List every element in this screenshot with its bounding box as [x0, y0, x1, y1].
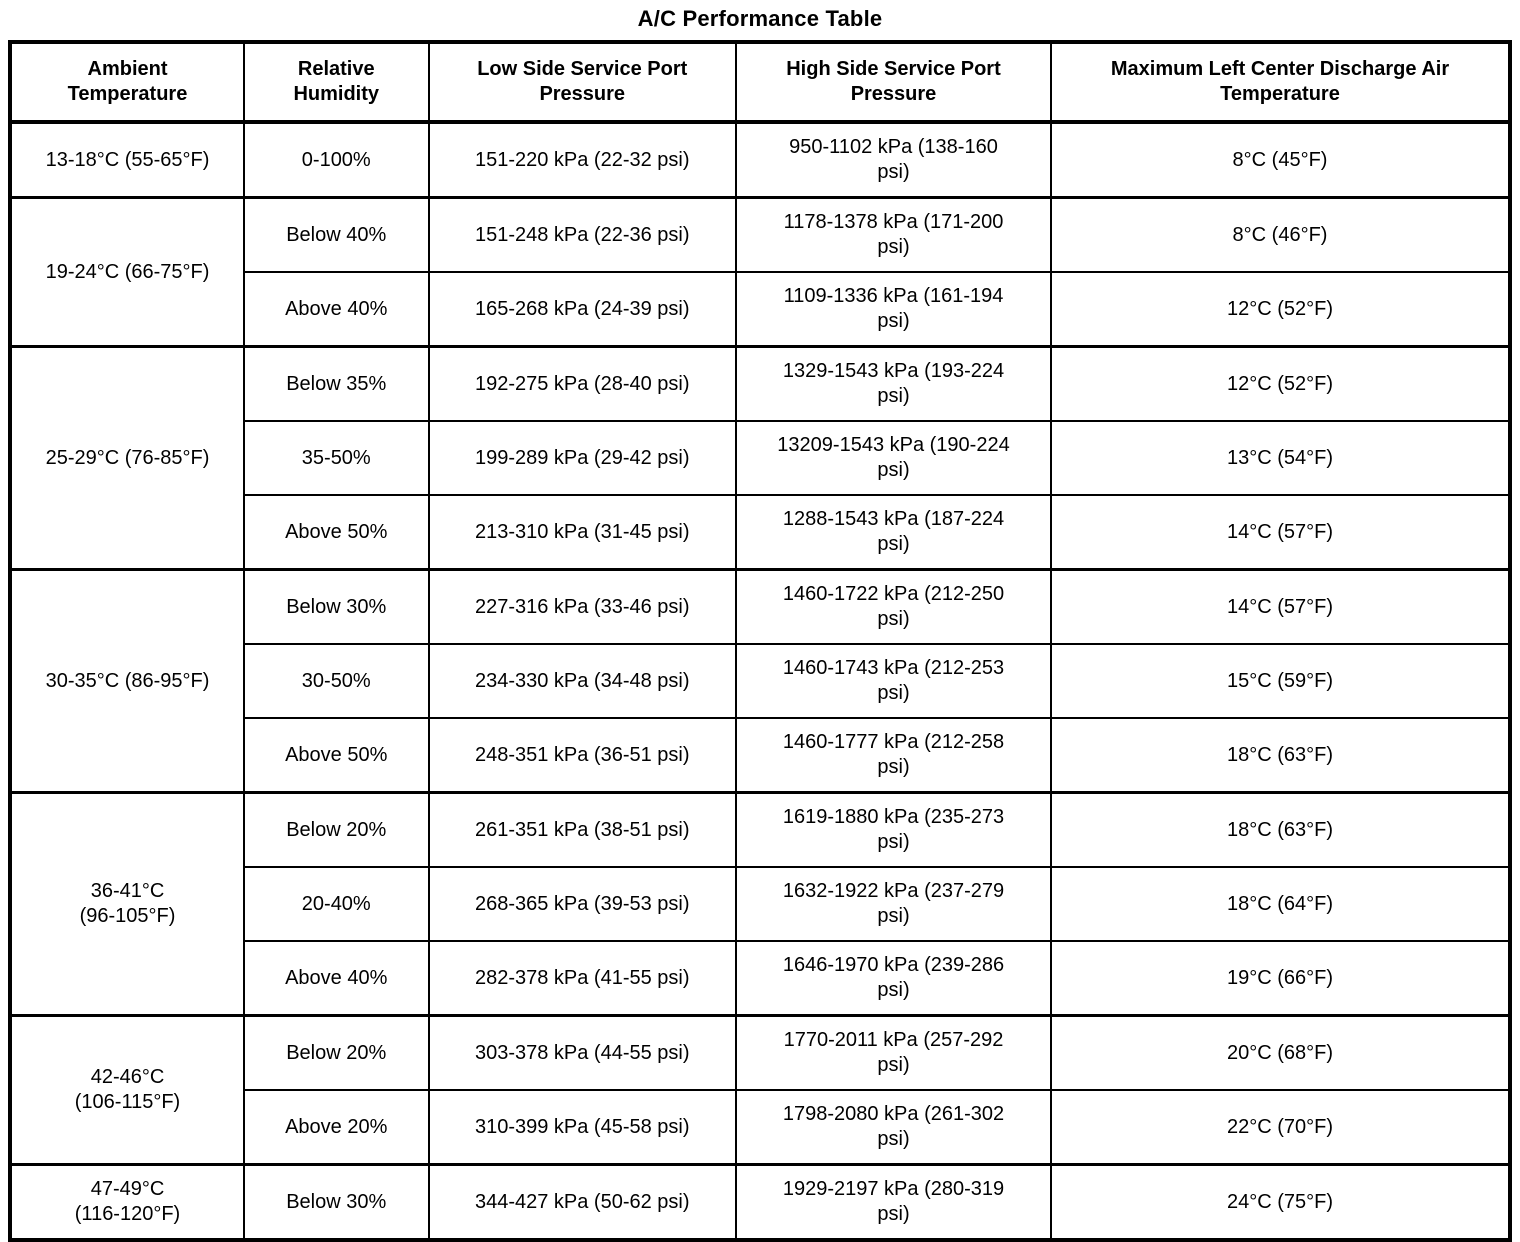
- column-header: Ambient Temperature: [9, 41, 245, 124]
- ambient-temperature-cell: 36-41°C (96-105°F): [9, 791, 245, 1017]
- relative-humidity-cell: Above 40%: [243, 940, 430, 1017]
- low-side-pressure-cell: 282-378 kPa (41-55 psi): [427, 940, 737, 1017]
- relative-humidity-cell: 0-100%: [243, 120, 430, 199]
- high-side-pressure-cell: 1770-2011 kPa (257-292 psi): [735, 1014, 1052, 1091]
- high-side-pressure-cell: 1329-1543 kPa (193-224 psi): [735, 345, 1052, 422]
- discharge-air-temperature-cell: 19°C (66°F): [1050, 940, 1511, 1017]
- table-row: 36-41°C (96-105°F) Below 20% 261-351 kPa (…: [9, 791, 1511, 1017]
- table-row: 47-49°C (116-120°F) Below 30% 344-427 kPa …: [9, 1163, 1511, 1241]
- ambient-temperature-cell: 19-24°C (66-75°F): [9, 196, 245, 348]
- relative-humidity-cell: 20-40%: [243, 866, 430, 942]
- low-side-pressure-cell: 151-220 kPa (22-32 psi): [427, 120, 737, 199]
- ambient-temperature-cell: 47-49°C (116-120°F): [9, 1163, 245, 1241]
- relative-humidity-cell: Below 20%: [243, 1014, 430, 1091]
- table-row: 30-35°C (86-95°F) Below 30% 227-316 kPa (3…: [9, 568, 1511, 794]
- low-side-pressure-cell: 192-275 kPa (28-40 psi): [427, 345, 737, 422]
- low-side-pressure-cell: 213-310 kPa (31-45 psi): [427, 494, 737, 571]
- discharge-air-temperature-cell: 18°C (63°F): [1050, 717, 1511, 794]
- high-side-pressure-cell: 1632-1922 kPa (237-279 psi): [735, 866, 1052, 942]
- high-side-pressure-cell: 13209-1543 kPa (190-224 psi): [735, 420, 1052, 496]
- column-header: High Side Service Port Pressure: [735, 41, 1052, 124]
- column-header: Relative Humidity: [243, 41, 430, 124]
- discharge-air-temperature-cell: 13°C (54°F): [1050, 420, 1511, 496]
- high-side-pressure-cell: 1929-2197 kPa (280-319 psi): [735, 1163, 1052, 1241]
- high-side-pressure-cell: 1460-1743 kPa (212-253 psi): [735, 643, 1052, 719]
- discharge-air-temperature-cell: 20°C (68°F): [1050, 1014, 1511, 1091]
- relative-humidity-cell: 30-50%: [243, 643, 430, 719]
- page-title: A/C Performance Table: [637, 6, 883, 31]
- low-side-pressure-cell: 199-289 kPa (29-42 psi): [427, 420, 737, 496]
- relative-humidity-cell: Below 35%: [243, 345, 430, 422]
- low-side-pressure-cell: 165-268 kPa (24-39 psi): [427, 271, 737, 348]
- table-row: 42-46°C (106-115°F) Below 20% 303-378 kPa …: [9, 1014, 1511, 1166]
- table-row: Above 40% 165-268 kPa (24-39 psi) 1109-133…: [10, 271, 1511, 348]
- table-row: 35-50% 199-289 kPa (29-42 psi) 13209-1543 …: [10, 420, 1511, 496]
- table-row: Above 50% 213-310 kPa (31-45 psi) 1288-154…: [10, 494, 1511, 571]
- page: { "title": "A/C Performance Table", "tab…: [0, 6, 1520, 1242]
- relative-humidity-cell: Above 50%: [243, 717, 430, 794]
- relative-humidity-cell: 35-50%: [243, 420, 430, 496]
- high-side-pressure-cell: 1288-1543 kPa (187-224 psi): [735, 494, 1052, 571]
- high-side-pressure-cell: 1178-1378 kPa (171-200 psi): [735, 196, 1052, 273]
- low-side-pressure-cell: 248-351 kPa (36-51 psi): [427, 717, 737, 794]
- low-side-pressure-cell: 344-427 kPa (50-62 psi): [427, 1163, 737, 1241]
- table-row: Above 40% 282-378 kPa (41-55 psi) 1646-197…: [10, 940, 1511, 1017]
- low-side-pressure-cell: 227-316 kPa (33-46 psi): [427, 568, 737, 645]
- table-row: Above 20% 310-399 kPa (45-58 psi) 1798-208…: [10, 1089, 1511, 1166]
- ambient-temperature-cell: 25-29°C (76-85°F): [9, 345, 245, 571]
- column-header: Maximum Left Center Discharge Air Temper…: [1050, 41, 1511, 124]
- relative-humidity-cell: Above 40%: [243, 271, 430, 348]
- table-row: 19-24°C (66-75°F) Below 40% 151-248 kPa (2…: [9, 196, 1511, 348]
- discharge-air-temperature-cell: 14°C (57°F): [1050, 568, 1511, 645]
- low-side-pressure-cell: 261-351 kPa (38-51 psi): [427, 791, 737, 868]
- discharge-air-temperature-cell: 14°C (57°F): [1050, 494, 1511, 571]
- discharge-air-temperature-cell: 22°C (70°F): [1050, 1089, 1511, 1166]
- ambient-temperature-cell: 30-35°C (86-95°F): [9, 568, 245, 794]
- low-side-pressure-cell: 234-330 kPa (34-48 psi): [427, 643, 737, 719]
- discharge-air-temperature-cell: 8°C (45°F): [1050, 120, 1511, 199]
- high-side-pressure-cell: 950-1102 kPa (138-160 psi): [735, 120, 1052, 199]
- relative-humidity-cell: Above 20%: [243, 1089, 430, 1166]
- discharge-air-temperature-cell: 15°C (59°F): [1050, 643, 1511, 719]
- low-side-pressure-cell: 268-365 kPa (39-53 psi): [427, 866, 737, 942]
- high-side-pressure-cell: 1460-1722 kPa (212-250 psi): [735, 568, 1052, 645]
- relative-humidity-cell: Above 50%: [243, 494, 430, 571]
- high-side-pressure-cell: 1460-1777 kPa (212-258 psi): [735, 717, 1052, 794]
- low-side-pressure-cell: 303-378 kPa (44-55 psi): [427, 1014, 737, 1091]
- relative-humidity-cell: Below 30%: [243, 1163, 430, 1241]
- low-side-pressure-cell: 310-399 kPa (45-58 psi): [427, 1089, 737, 1166]
- high-side-pressure-cell: 1798-2080 kPa (261-302 psi): [735, 1089, 1052, 1166]
- discharge-air-temperature-cell: 18°C (64°F): [1050, 866, 1511, 942]
- table-row: 25-29°C (76-85°F) Below 35% 192-275 kPa (2…: [9, 345, 1511, 571]
- relative-humidity-cell: Below 30%: [243, 568, 430, 645]
- ambient-temperature-cell: 13-18°C (55-65°F): [9, 120, 245, 199]
- low-side-pressure-cell: 151-248 kPa (22-36 psi): [427, 196, 737, 273]
- discharge-air-temperature-cell: 12°C (52°F): [1050, 345, 1511, 422]
- ambient-temperature-cell: 42-46°C (106-115°F): [9, 1014, 245, 1166]
- table-body: 13-18°C (55-65°F) 0-100% 151-220 kPa (22-3…: [9, 120, 1511, 1241]
- table-row: Above 50% 248-351 kPa (36-51 psi) 1460-177…: [10, 717, 1511, 794]
- relative-humidity-cell: Below 40%: [243, 196, 430, 273]
- discharge-air-temperature-cell: 8°C (46°F): [1050, 196, 1511, 273]
- high-side-pressure-cell: 1619-1880 kPa (235-273 psi): [735, 791, 1052, 868]
- discharge-air-temperature-cell: 18°C (63°F): [1050, 791, 1511, 868]
- ac-performance-table: Ambient Temperature Relative Humidity Low …: [8, 40, 1512, 1242]
- table-row: 13-18°C (55-65°F) 0-100% 151-220 kPa (22-3…: [9, 120, 1511, 199]
- discharge-air-temperature-cell: 12°C (52°F): [1050, 271, 1511, 348]
- header-row: Ambient Temperature Relative Humidity Low …: [9, 41, 1511, 124]
- table-row: 30-50% 234-330 kPa (34-48 psi) 1460-1743 k…: [10, 643, 1511, 719]
- table-row: 20-40% 268-365 kPa (39-53 psi) 1632-1922 k…: [10, 866, 1511, 942]
- relative-humidity-cell: Below 20%: [243, 791, 430, 868]
- high-side-pressure-cell: 1646-1970 kPa (239-286 psi): [735, 940, 1052, 1017]
- discharge-air-temperature-cell: 24°C (75°F): [1050, 1163, 1511, 1241]
- high-side-pressure-cell: 1109-1336 kPa (161-194 psi): [735, 271, 1052, 348]
- column-header: Low Side Service Port Pressure: [427, 41, 737, 124]
